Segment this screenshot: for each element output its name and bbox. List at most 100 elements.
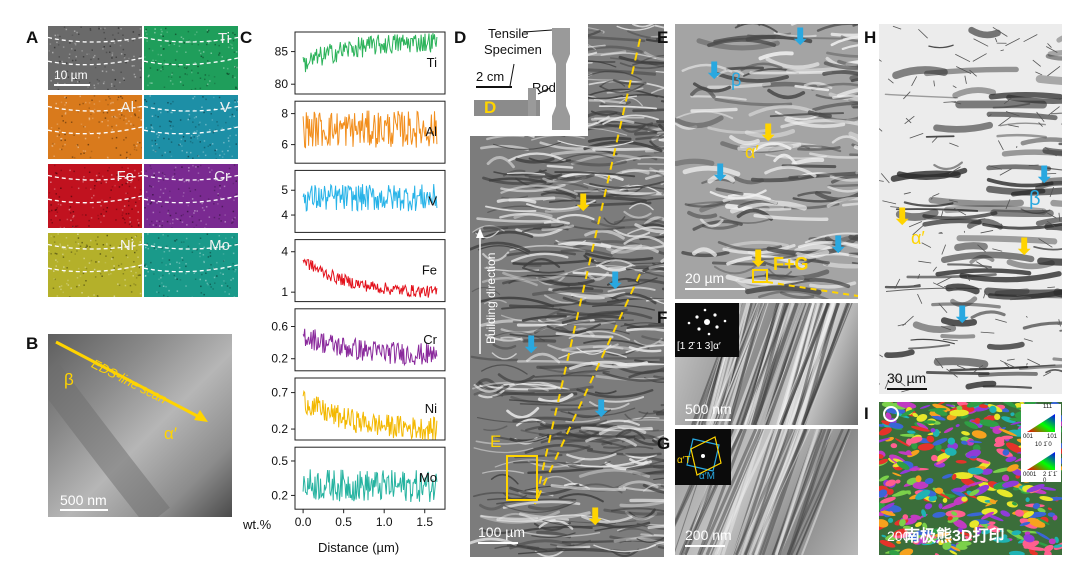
x-tick-label: 1.5 [416,515,433,529]
specimen-inset: Tensile Specimen 2 cm Rod D [470,24,588,136]
beta-arrow-icon: ⬇ [592,396,611,421]
series-line-v [302,183,438,212]
inset-d-label: D [484,98,497,117]
eds-map-al: Al [48,95,142,159]
plot-ti: 85 80 Ti [275,31,446,95]
panel-f-scale-bar [685,419,731,421]
zone-axis-label: [1 2̄ 1 3]α′ [677,341,721,352]
target-icon [883,406,899,422]
panel-h-scale-label: 30 µm [887,370,927,386]
panel-b-scale-label: 500 nm [60,492,107,508]
beta-arrow-icon: ⬇ [705,58,724,83]
panel-d-letter: D [454,28,467,47]
y-tick-label: 0.2 [271,422,288,436]
series-label: Ti [427,55,437,70]
panel-c-letter: C [240,28,253,47]
panel-e-letter: E [657,28,669,47]
building-direction-label: Building direction [484,252,498,344]
panel-i-scale-label: 200 [887,528,911,544]
eds-map-label: Al [120,99,134,116]
plot-ni: 0.7 0.2 Ni [271,377,446,441]
region-e-label: E [490,432,502,451]
region-e-box [506,455,538,501]
panel-h-beta-label: β [1029,188,1041,210]
panel-g-scale-label: 200 nm [685,527,732,543]
panel-h-micrograph: ⬇ β ⬇ α′ ⬇ ⬇ 30 µm [879,24,1062,394]
alpha-arrow-icon: ⬇ [759,120,778,145]
beta-arrow-icon: ⬇ [791,24,810,49]
inset-specimen-label: Specimen [484,42,542,57]
panel-g-scale-bar [685,545,725,547]
eds-scan-line [55,340,204,421]
inset-rod-label: Rod [532,80,556,95]
beta-arrow-icon: ⬇ [711,160,730,185]
y-tick-label: 6 [281,138,288,152]
alpha-m-label: α′M [699,471,715,482]
alpha-arrow-icon: ⬇ [574,190,593,215]
y-tick-label: 0.7 [271,386,288,400]
eds-map-fe: Fe [48,164,142,228]
beta-arrow-icon: ⬇ [606,268,625,293]
beta-arrow-icon: ⬇ [953,302,972,327]
plot-cr: 0.6 0.2 Cr [271,308,446,372]
tensile-specimen-shape [552,28,570,130]
legend-bot-1: 0001 [1023,472,1037,478]
series-line-mo [302,469,438,503]
legend-bot-0: 10 1̄ 0 [1035,442,1052,448]
y-tick-label: 4 [281,245,288,259]
diffraction-inset: α′T α′M [675,429,731,485]
y-tick-label: 4 [281,208,288,222]
y-tick-label: 85 [275,45,289,59]
panel-b-letter: B [26,334,39,353]
chart-xlabel: Distance (µm) [318,540,400,555]
eds-map-label: Ti [218,30,230,47]
eds-map-cr: Cr [144,164,238,228]
plot-al: 8 6 Al [281,100,446,164]
series-line-ti [302,33,438,73]
beta-arrow-icon: ⬇ [522,332,541,357]
legend-top-1: 001 [1023,434,1034,440]
beta-arrow-icon: ⬇ [829,232,848,257]
inset-cm-scale: 2 cm [476,69,505,84]
chart-ylabel: wt.% [243,517,272,532]
panel-a-scale-label: 10 µm [54,68,88,82]
series-line-ni [302,390,438,441]
series-label: Fe [422,263,437,278]
alpha-arrow-icon: ⬇ [586,504,605,529]
sem-image: 10 µm [48,26,142,90]
ipf-legend: 111 001 101 10 1̄ 0 0001 2 1̄ 1̄ 0 [1021,404,1061,484]
y-tick-label: 0.5 [271,454,288,468]
rod-stub [528,88,536,116]
alpha-t-label: α′T [677,455,691,466]
panel-e-micrograph: ⬇ ⬇ β ⬇ α′ ⬇ ⬇ ⬇ F+G 20 µm [675,24,858,299]
eds-map-label: Mo [209,237,230,254]
eds-map-label: V [219,99,230,116]
beta-arrow-icon: ⬇ [1035,162,1054,187]
eds-map-mo: Mo [144,233,238,297]
panel-f-letter: F [657,308,668,327]
x-tick-label: 1.0 [376,515,393,529]
section-line-2 [534,273,641,505]
y-tick-label: 0.2 [271,352,288,366]
legend-top-2: 101 [1047,434,1058,440]
panel-h-scale-bar [887,388,927,390]
panel-h-alpha-label: α′ [911,228,925,248]
series-line-fe [302,258,438,298]
panel-f-tem-image: [1 2̄ 1 3]α′ 500 nm [675,303,858,425]
watermark-text: 南极熊3D打印 [904,528,1005,545]
inset-scale-bar [476,86,512,88]
section-line-1 [534,38,641,505]
diffraction-inset: [1 2̄ 1 3]α′ [675,303,739,357]
alpha-arrow-icon: ⬇ [1015,234,1034,259]
eds-map-ni: Ni [48,233,142,297]
panel-h-letter: H [864,28,877,47]
panel-c-line-charts: 85 80 Ti 8 6 Al 5 4 V 4 1 Fe 0.6 0.2 Cr 0.7 0.2 Ni 0.5 0.2 M… [240,28,452,558]
series-label: Mo [419,470,437,485]
panel-a-scale-bar [54,84,90,86]
panel-e-scale-label: 20 µm [685,270,725,286]
panel-i-ebsd-map: 111 001 101 10 1̄ 0 0001 2 1̄ 1̄ 0 200 [879,402,1062,555]
legend-bot-2: 2 1̄ 1̄ 0 [1043,472,1057,484]
panel-e-alpha-label: α′ [745,142,759,162]
eds-scan-arrowhead [194,410,208,422]
panel-i-letter: I [864,404,869,423]
